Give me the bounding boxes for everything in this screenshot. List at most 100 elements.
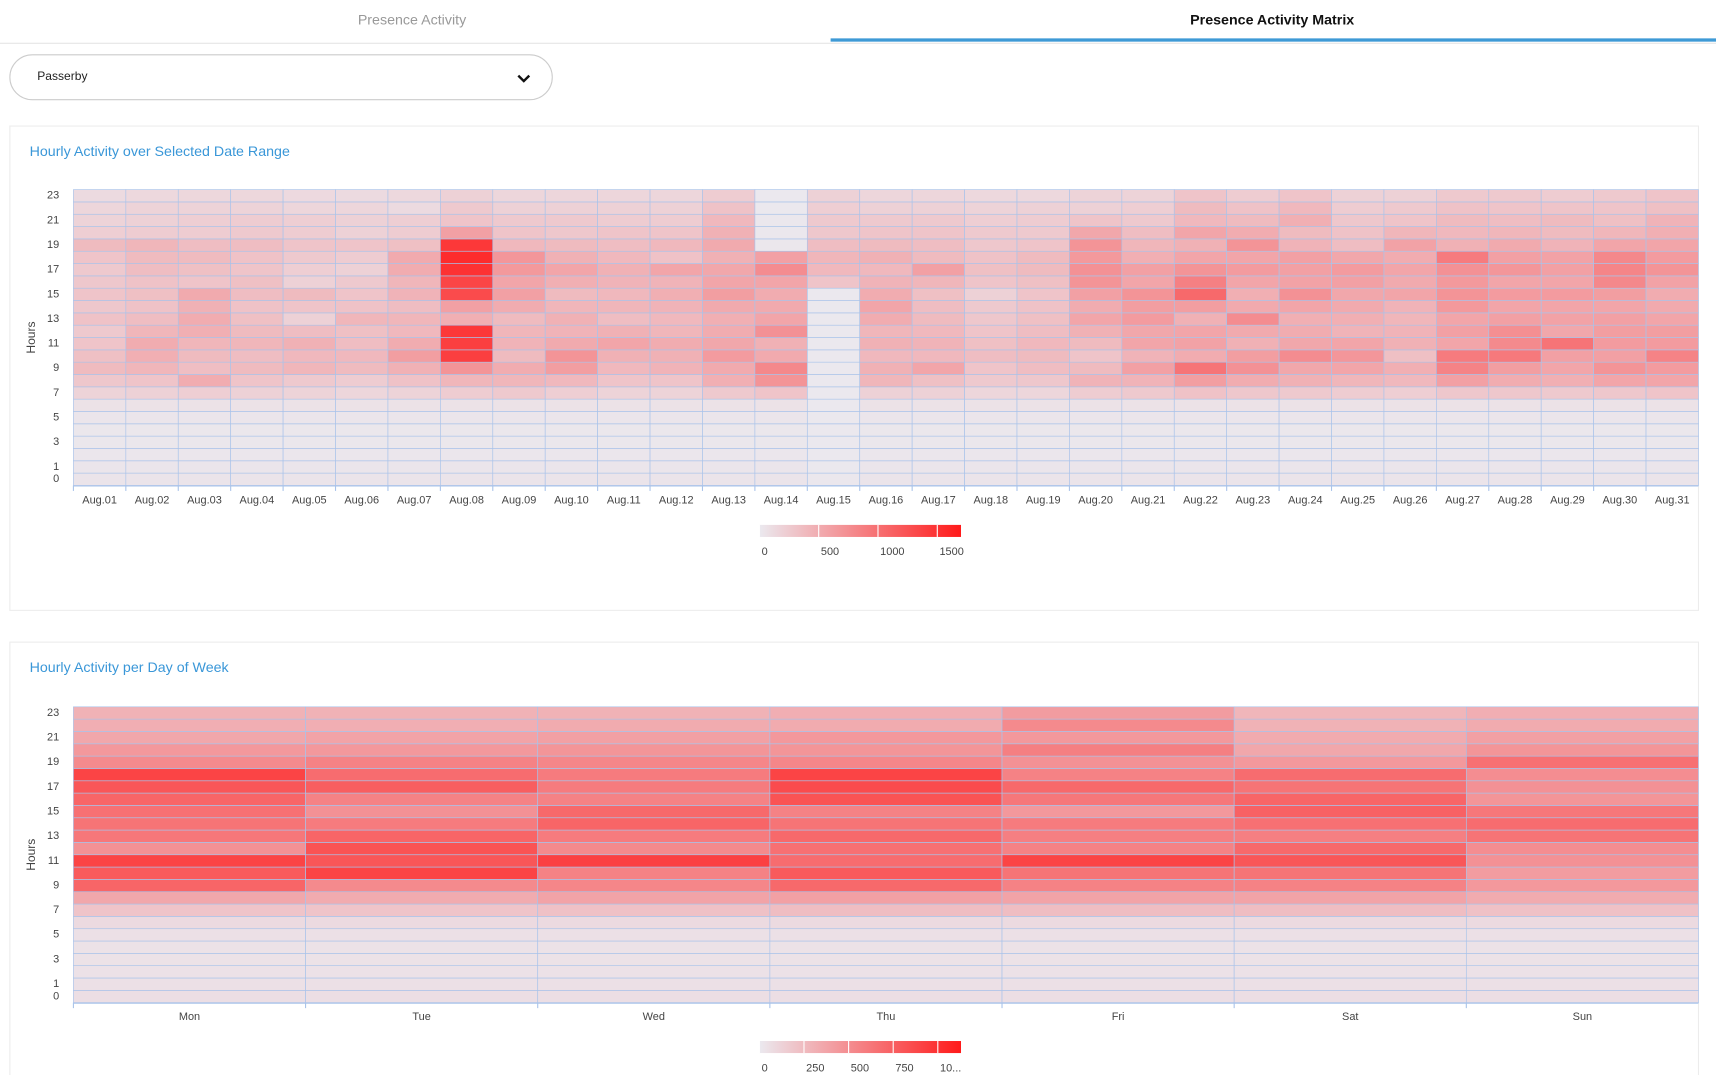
heatmap-cell: [1173, 398, 1228, 412]
heatmap-cell: [305, 780, 539, 794]
heatmap-cell: [859, 213, 913, 227]
heatmap-cell: [597, 324, 651, 338]
heatmap-cell: [859, 287, 913, 301]
heatmap-cell: [1488, 337, 1542, 351]
heatmap-cell: [282, 337, 336, 351]
x-tick-label: Aug.06: [344, 495, 379, 507]
y-tick-label: 9: [53, 879, 59, 891]
heatmap-cell: [1331, 312, 1385, 326]
heatmap-cell: [177, 275, 232, 289]
heatmap-cell: [1278, 374, 1332, 388]
tab-active[interactable]: Presence Activity Matrix: [1190, 13, 1354, 29]
tab[interactable]: Presence Activity: [358, 13, 467, 29]
heatmap-cell: [769, 953, 1003, 967]
heatmap-cell: [335, 411, 389, 425]
heatmap-cell: [177, 349, 232, 363]
heatmap-cell: [282, 435, 336, 449]
heatmap-cell: [964, 201, 1018, 215]
heatmap-cell: [1121, 189, 1175, 203]
heatmap-cell: [649, 250, 703, 264]
heatmap-cell: [1540, 189, 1594, 203]
heatmap-cell: [1488, 460, 1542, 474]
heatmap-cell: [335, 213, 389, 227]
heatmap-cell: [1121, 324, 1175, 338]
heatmap-cell: [1001, 903, 1235, 917]
heatmap-cell: [597, 374, 651, 388]
heatmap-cell: [73, 768, 306, 782]
x-tick-label: Aug.11: [607, 495, 641, 507]
heatmap-cell: [769, 792, 1003, 806]
heatmap-cell: [73, 977, 306, 991]
heatmap-cell: [1645, 324, 1699, 338]
heatmap-cell: [1436, 361, 1490, 375]
heatmap-cell: [702, 386, 756, 400]
heatmap-cell: [597, 398, 651, 412]
heatmap-cell: [492, 398, 546, 412]
heatmap-cell: [1001, 990, 1235, 1003]
heatmap-cell: [544, 312, 598, 326]
chart-title: Hourly Activity over Selected Date Range: [30, 144, 290, 160]
heatmap-cell: [544, 189, 598, 203]
heatmap-cell: [1593, 423, 1647, 437]
heatmap-cell: [754, 238, 808, 252]
heatmap-cell: [702, 435, 756, 449]
heatmap-cell: [769, 965, 1003, 979]
y-tick-label: 5: [53, 929, 59, 941]
dropdown[interactable]: [9, 54, 553, 101]
heatmap-cell: [769, 842, 1003, 856]
heatmap-cell: [911, 226, 965, 240]
heatmap-cell: [1540, 472, 1594, 486]
y-tick-label: 23: [47, 190, 59, 202]
heatmap-cell: [1069, 213, 1123, 227]
heatmap-cell: [806, 226, 861, 240]
heatmap-cell: [859, 386, 913, 400]
heatmap-cell: [1278, 386, 1332, 400]
heatmap-cell: [387, 374, 441, 388]
heatmap-cell: [544, 398, 598, 412]
x-tick-label: Thu: [877, 1011, 896, 1023]
heatmap-cell: [1001, 866, 1235, 880]
heatmap-cell: [305, 879, 539, 893]
heatmap-cell: [1645, 250, 1699, 264]
heatmap-cell: [964, 287, 1018, 301]
heatmap-cell: [544, 263, 598, 277]
x-tick-label: Tue: [412, 1011, 430, 1023]
heatmap-cell: [1383, 411, 1437, 425]
heatmap-cell: [754, 472, 808, 486]
heatmap-cell: [125, 398, 179, 412]
heatmap-cell: [387, 349, 441, 363]
heatmap-cell: [859, 250, 913, 264]
heatmap-cell: [964, 349, 1018, 363]
heatmap-cell: [649, 238, 703, 252]
heatmap-cell: [702, 324, 756, 338]
heatmap-cell: [1233, 731, 1467, 745]
heatmap-cell: [1465, 916, 1699, 930]
heatmap-cell: [537, 755, 771, 769]
heatmap-cell: [537, 731, 771, 745]
heatmap-cell: [1331, 386, 1385, 400]
heatmap-cell: [73, 792, 306, 806]
heatmap-cell: [1233, 768, 1467, 782]
heatmap-cell: [806, 435, 861, 449]
heatmap-cell: [73, 460, 127, 474]
heatmap-cell: [1121, 460, 1175, 474]
heatmap-cell: [544, 201, 598, 215]
heatmap-cell: [335, 398, 389, 412]
heatmap-cell: [537, 780, 771, 794]
heatmap-cell: [1001, 916, 1235, 930]
heatmap-cell: [125, 213, 179, 227]
heatmap-cell: [806, 448, 861, 462]
heatmap-cell: [537, 854, 771, 868]
heatmap-cell: [1540, 300, 1594, 314]
heatmap-cell: [73, 718, 306, 732]
heatmap-cell: [492, 472, 546, 486]
heatmap-cell: [1278, 472, 1332, 486]
heatmap-cell: [387, 398, 441, 412]
heatmap-cell: [230, 398, 284, 412]
colorbar-label: 0: [762, 1062, 768, 1074]
heatmap-cell: [335, 226, 389, 240]
heatmap-cell: [1278, 201, 1332, 215]
heatmap-cell: [1383, 250, 1437, 264]
heatmap-cell: [1436, 312, 1490, 326]
heatmap-cell: [1540, 312, 1594, 326]
